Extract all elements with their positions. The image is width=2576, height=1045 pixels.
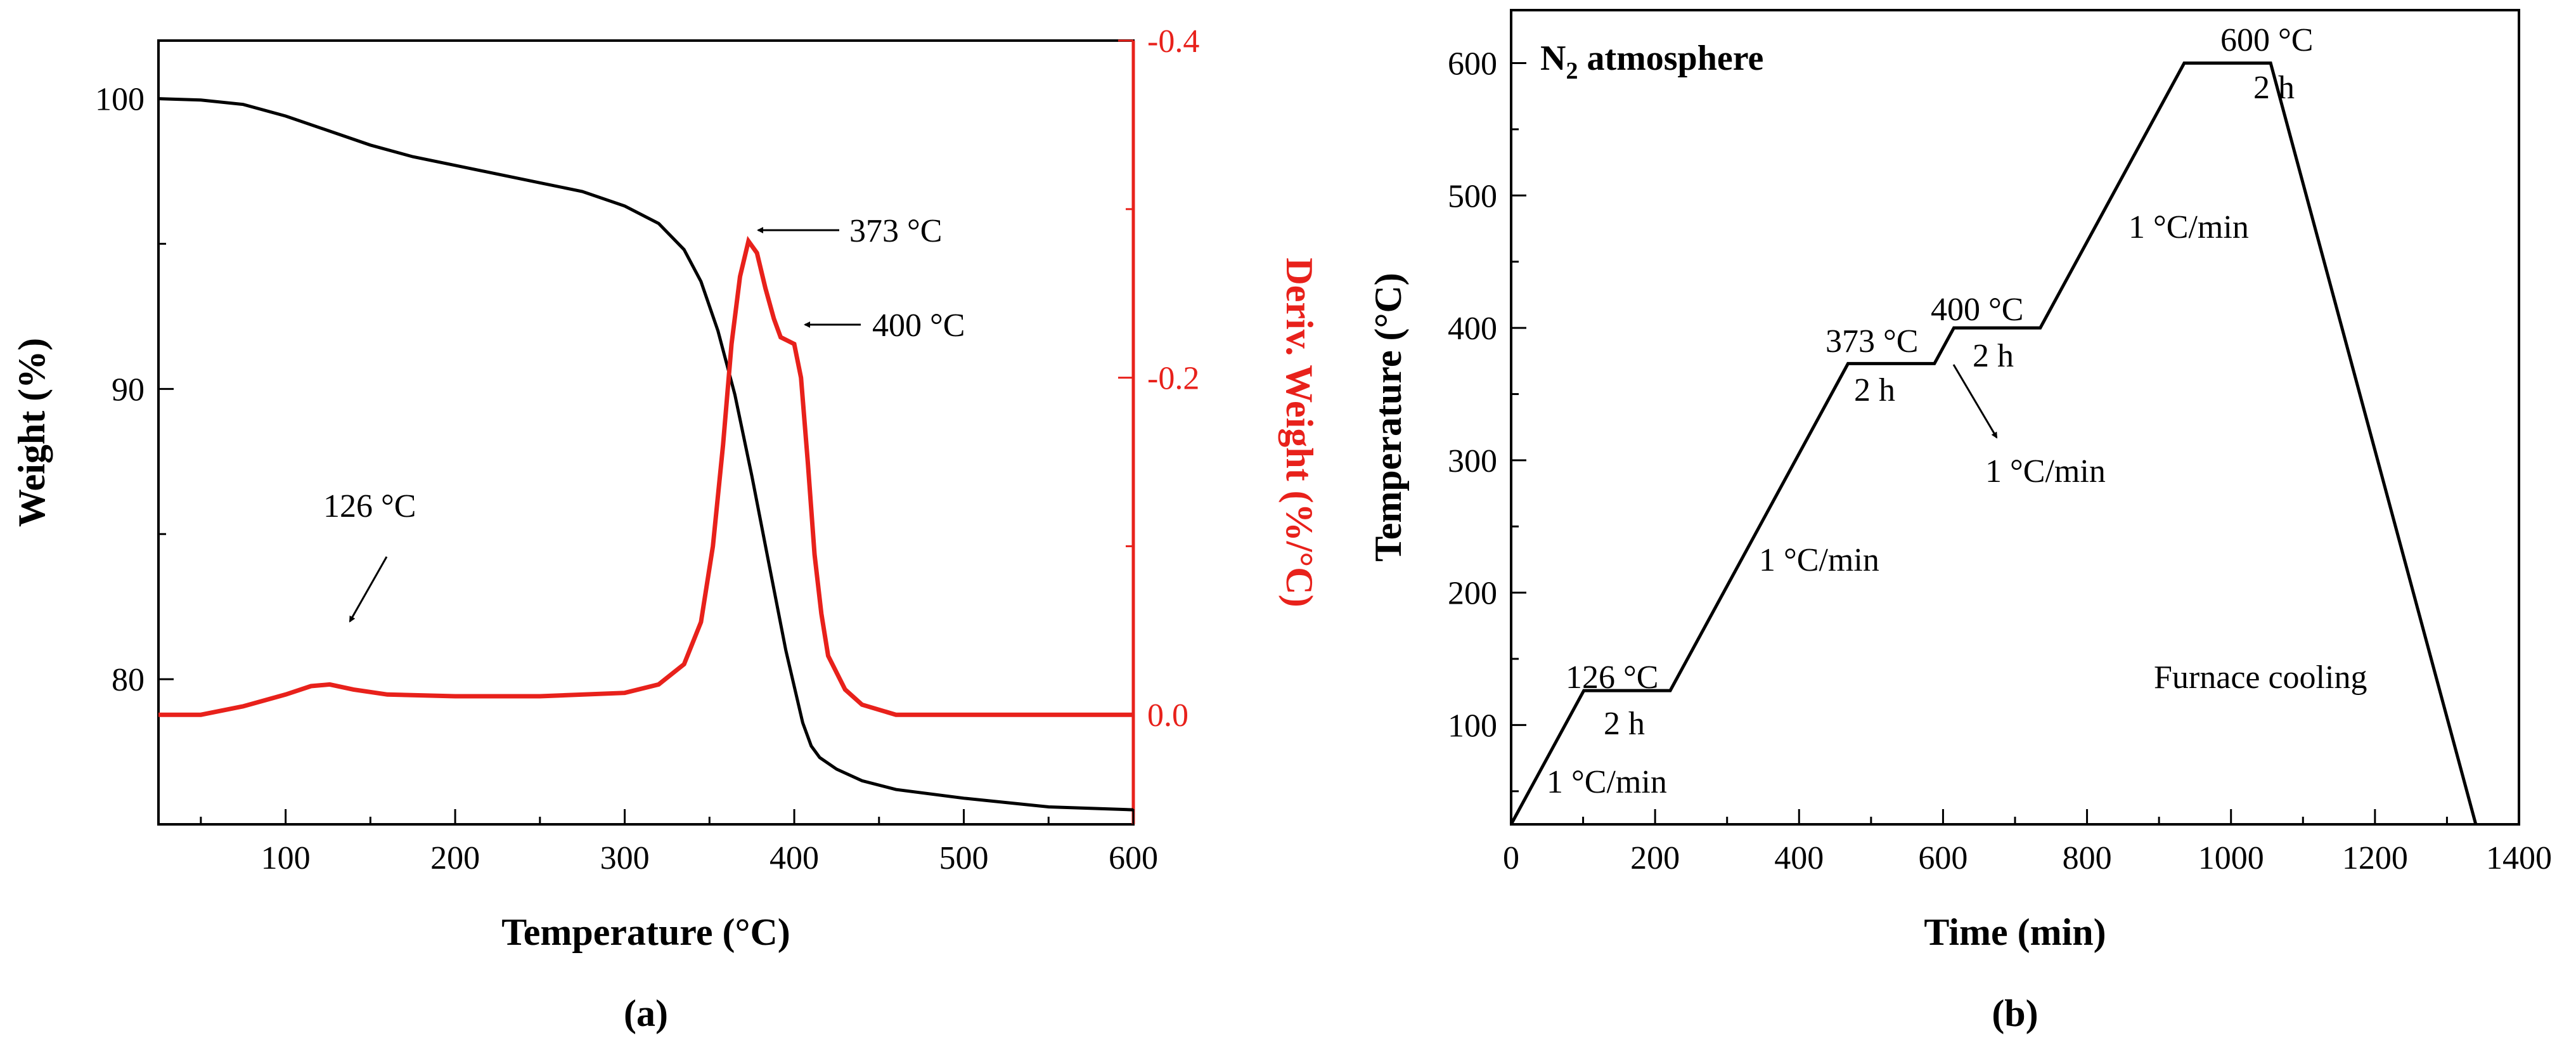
annotation-furnace-cooling: Furnace cooling — [2154, 659, 2367, 696]
panel-b-label: (b) — [1992, 992, 2038, 1034]
annotation-hold-126-temp: 126 °C — [1566, 659, 1658, 696]
atmosphere-subscript: 2 — [1566, 58, 1578, 84]
x-tick-label: 400 — [770, 840, 819, 876]
left-y-tick-label: 90 — [112, 372, 145, 408]
annotation-ramp-3-arrow — [1952, 364, 1998, 439]
panel-a-left-y-ticks: 80 90 100 — [95, 82, 174, 698]
left-y-tick-label: 80 — [112, 662, 145, 698]
atmosphere-n: N — [1540, 39, 1566, 78]
panel-a-x-ticks: 100 200 300 400 500 600 — [200, 809, 1158, 876]
panel-a-plot-frame — [157, 39, 1135, 826]
annotation-hold-600-time: 2 h — [2253, 70, 2295, 106]
atmosphere-rest: atmosphere — [1578, 39, 1763, 78]
x-tick-label: 200 — [1630, 840, 1680, 876]
x-tick-label: 100 — [261, 840, 311, 876]
panel-b-y-ticks: 100 200 300 400 500 600 — [1448, 46, 1526, 793]
annotation-hold-373-temp: 373 °C — [1826, 323, 1918, 360]
x-tick-label: 1400 — [2486, 840, 2552, 876]
panel-a-x-axis-title: Temperature (°C) — [501, 911, 790, 953]
y-tick-label: 100 — [1448, 708, 1497, 744]
right-y-tick-label: 0.0 — [1147, 698, 1188, 734]
x-tick-label: 600 — [1109, 840, 1158, 876]
annotation-ramp-1: 1 °C/min — [1547, 764, 1667, 800]
annotation-hold-600-temp: 600 °C — [2220, 22, 2313, 58]
panel-a-right-y-ticks: 0.0 -0.2 -0.4 — [1118, 23, 1199, 734]
annotation-400-label: 400 °C — [872, 308, 965, 344]
y-tick-label: 300 — [1448, 443, 1497, 479]
right-y-tick-label: -0.4 — [1147, 23, 1199, 60]
annotation-ramp-3: 1 °C/min — [1985, 453, 2106, 490]
weight-series-line — [158, 97, 1134, 812]
annotation-hold-400-temp: 400 °C — [1931, 292, 2023, 328]
annotation-hold-126-time: 2 h — [1604, 706, 1645, 742]
y-tick-label: 500 — [1448, 178, 1497, 214]
annotation-hold-400-time: 2 h — [1973, 338, 2014, 374]
annotation-373-label: 373 °C — [849, 213, 942, 249]
x-tick-label: 800 — [2063, 840, 2112, 876]
panel-b-atmosphere-label: N2 atmosphere — [1540, 39, 1763, 84]
panel-a-tga-chart: 100 200 300 400 500 600 80 90 100 0.0 -0.2 -0.4 3… — [11, 23, 1320, 1034]
panel-b-heating-program-chart: 0 200 400 600 800 1000 1200 1400 100 200 300 400 50… — [1367, 9, 2552, 1034]
annotation-126-arrow — [349, 556, 388, 623]
x-tick-label: 1000 — [2198, 840, 2264, 876]
x-tick-label: 600 — [1918, 840, 1967, 876]
left-y-tick-label: 100 — [95, 82, 145, 118]
annotation-hold-373-time: 2 h — [1854, 372, 1895, 408]
panel-a-left-y-axis-title: Weight (%) — [11, 338, 53, 527]
panel-a-label: (a) — [624, 992, 668, 1034]
panel-b-x-axis-title: Time (min) — [1924, 911, 2106, 953]
deriv-weight-series-line — [158, 236, 1133, 717]
y-tick-label: 600 — [1448, 46, 1497, 82]
annotation-ramp-4: 1 °C/min — [2128, 209, 2249, 245]
x-tick-label: 1200 — [2342, 840, 2408, 876]
annotation-126-label: 126 °C — [323, 488, 416, 524]
y-tick-label: 400 — [1448, 311, 1497, 347]
panel-a-right-y-axis-title: Deriv. Weight (%/°C) — [1278, 257, 1320, 607]
right-y-tick-label: -0.2 — [1147, 361, 1199, 397]
annotation-ramp-2: 1 °C/min — [1759, 542, 1879, 578]
x-tick-label: 500 — [939, 840, 989, 876]
x-tick-label: 200 — [430, 840, 480, 876]
x-tick-label: 400 — [1774, 840, 1824, 876]
panel-b-plot-frame — [1510, 9, 2520, 826]
heating-program-line — [1509, 62, 2478, 826]
y-tick-label: 200 — [1448, 576, 1497, 612]
x-tick-label: 300 — [600, 840, 650, 876]
panel-b-x-ticks: 0 200 400 600 800 1000 1200 1400 — [1503, 809, 2552, 876]
panel-b-y-axis-title: Temperature (°C) — [1367, 273, 1409, 562]
x-tick-label: 0 — [1503, 840, 1519, 876]
